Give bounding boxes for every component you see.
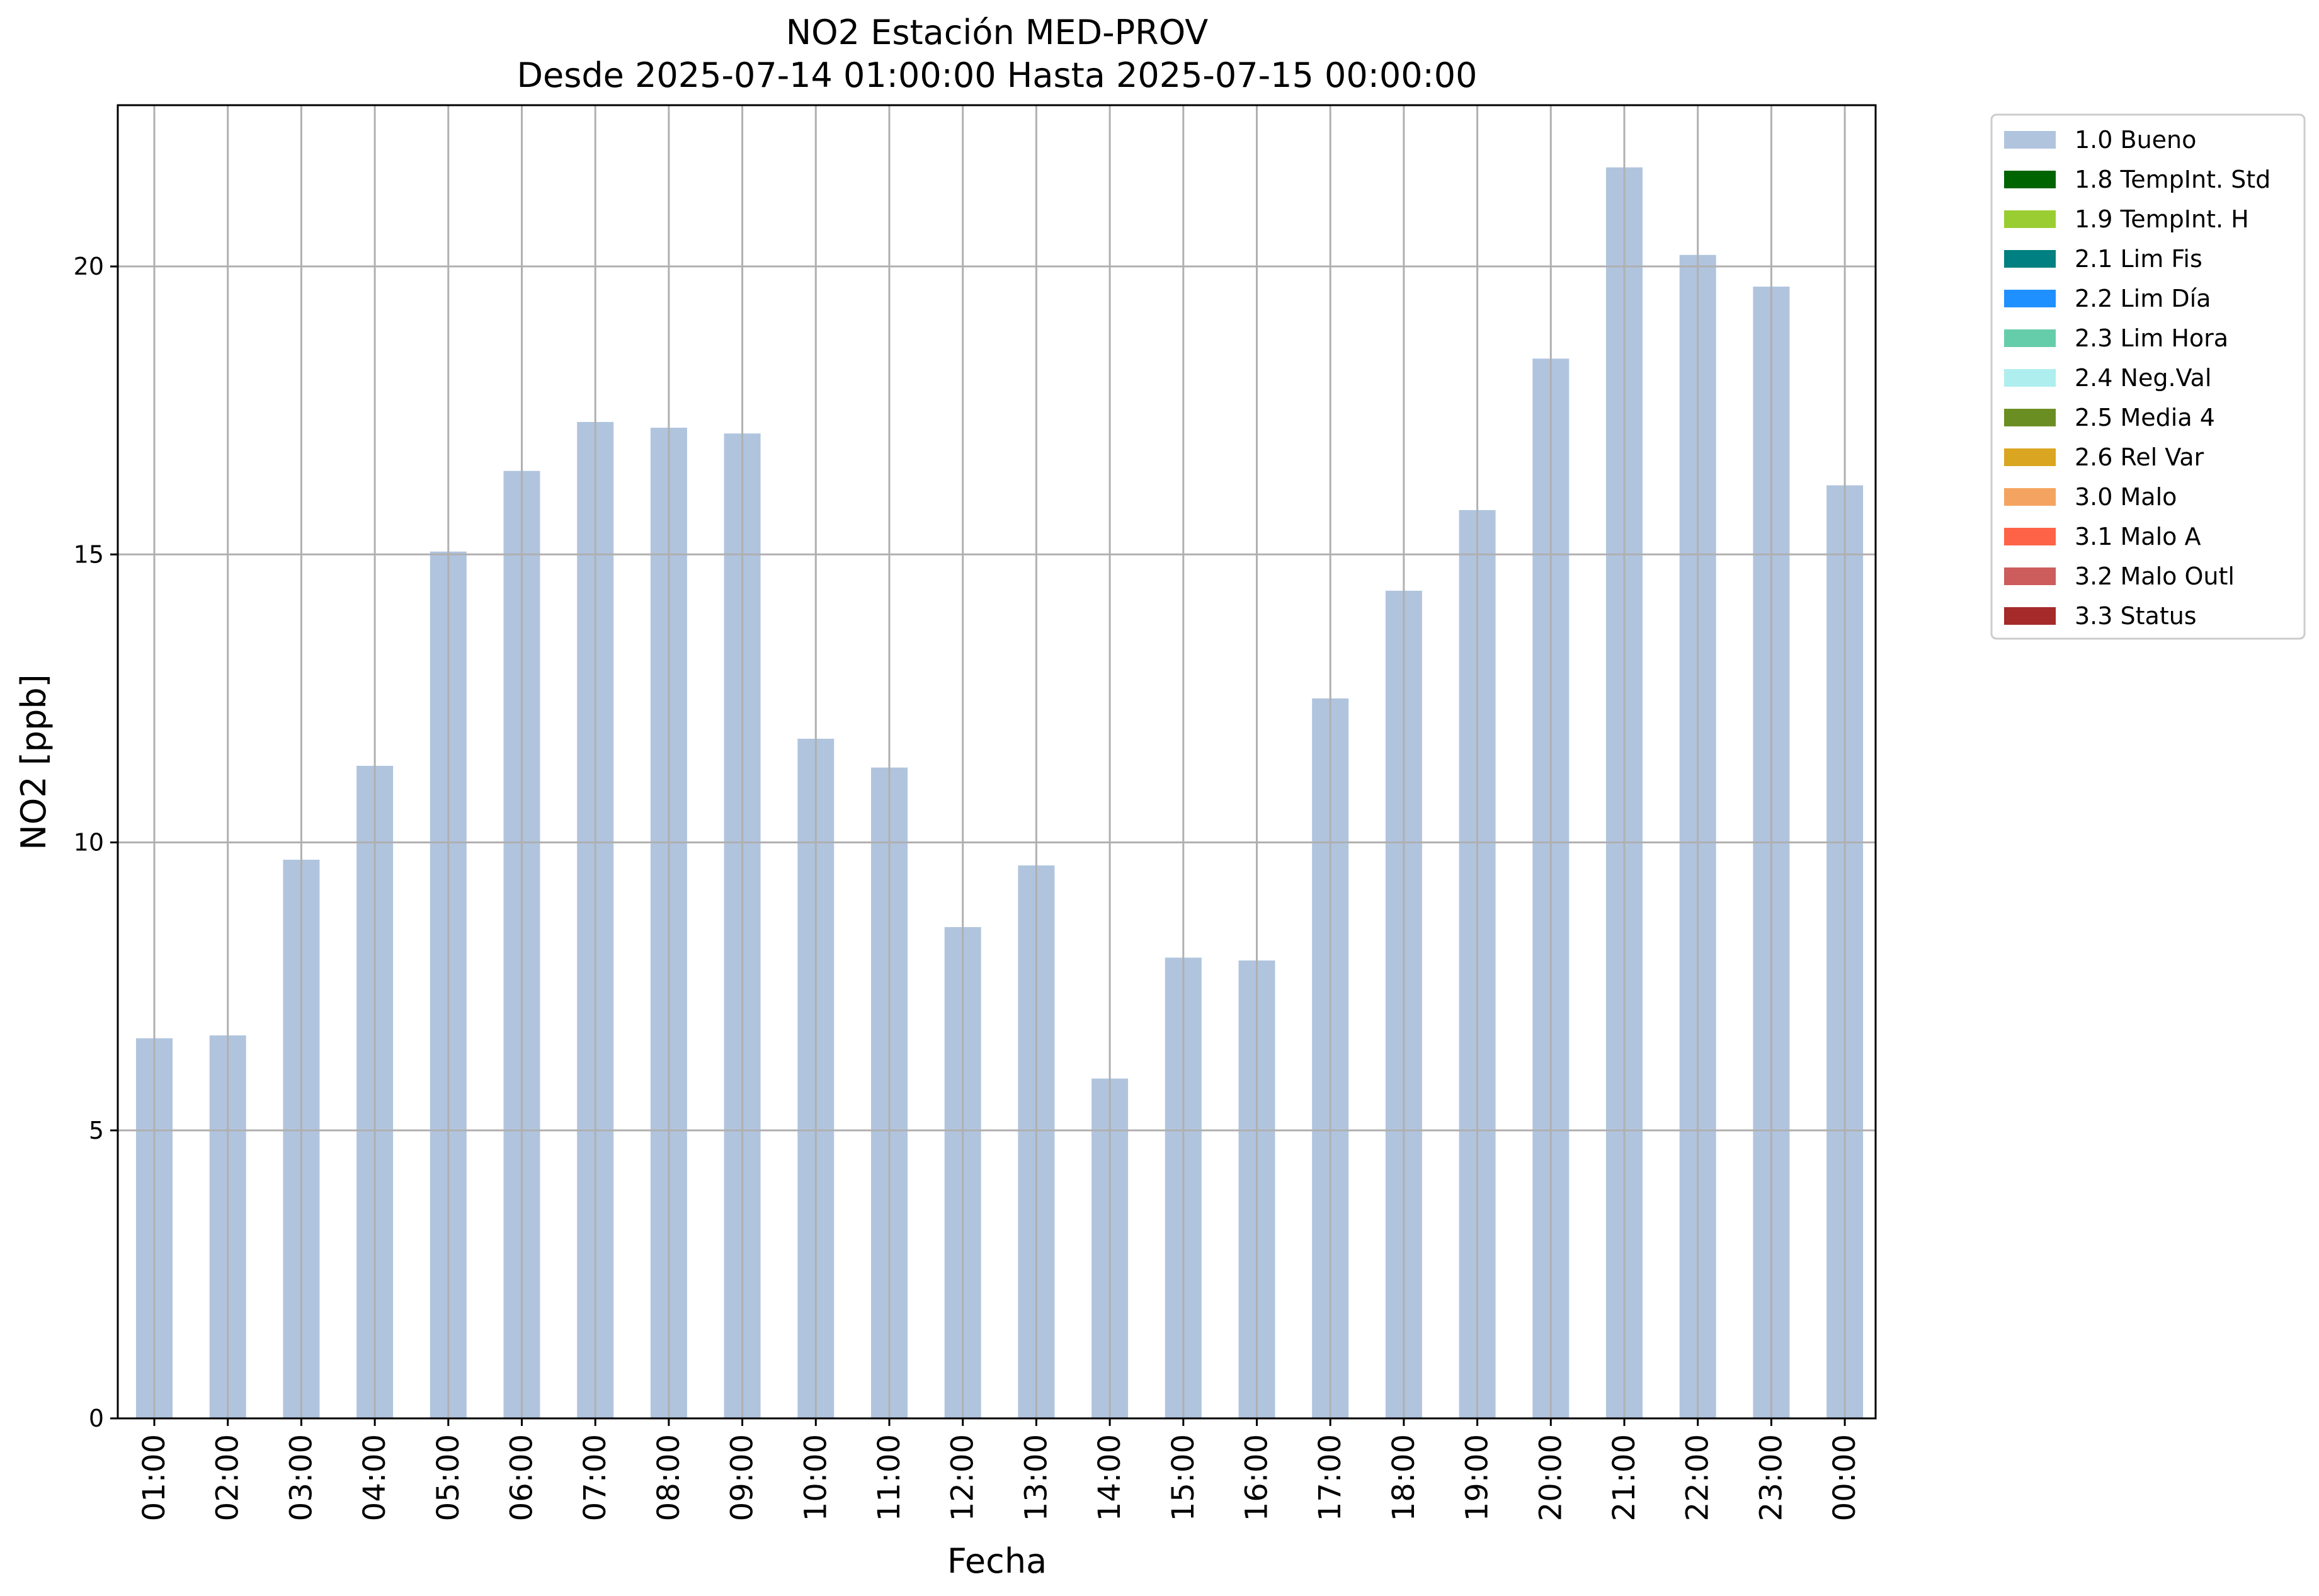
x-tick-label: 11:00 [872, 1434, 907, 1521]
legend-label: 1.8 TempInt. Std [2075, 166, 2271, 193]
x-tick-label: 14:00 [1092, 1434, 1127, 1521]
legend-swatch [2004, 528, 2056, 545]
legend-swatch [2004, 250, 2056, 268]
y-axis: 0 5 10 15 20 [74, 253, 118, 1432]
x-tick-label: 17:00 [1313, 1434, 1348, 1521]
x-axis: 01:00 02:00 03:00 04:00 05:00 06:00 07:00 08:00… [137, 1418, 1862, 1521]
legend-label: 3.2 Malo Outl [2075, 562, 2235, 590]
legend-swatch [2004, 448, 2056, 466]
x-tick-label: 00:00 [1827, 1434, 1862, 1521]
legend: 1.0 Bueno 1.8 TempInt. Std 1.9 TempInt. H 2… [1990, 113, 2306, 640]
x-tick-label: 10:00 [798, 1434, 833, 1521]
legend-label: 3.3 Status [2075, 602, 2197, 630]
legend-swatch [2004, 210, 2056, 228]
x-tick-label: 05:00 [431, 1434, 466, 1521]
x-tick-label: 13:00 [1018, 1434, 1054, 1521]
legend-swatch [2004, 369, 2056, 387]
legend-label: 1.0 Bueno [2075, 126, 2196, 154]
legend-swatch [2004, 567, 2056, 585]
y-tick-label: 10 [74, 829, 104, 857]
gridlines [118, 105, 1876, 1420]
y-tick-label: 20 [74, 253, 104, 280]
x-axis-label: Fecha [947, 1541, 1047, 1581]
legend-label: 2.5 Media 4 [2075, 404, 2215, 431]
x-tick-label: 22:00 [1680, 1434, 1716, 1521]
chart-subtitle: Desde 2025-07-14 01:00:00 Hasta 2025-07-… [516, 55, 1477, 95]
legend-label: 2.2 Lim Día [2075, 285, 2211, 312]
legend-swatch [2004, 290, 2056, 307]
x-tick-label: 12:00 [945, 1434, 981, 1521]
legend-swatch [2004, 409, 2056, 426]
legend-label: 1.9 TempInt. H [2075, 205, 2249, 233]
y-tick-label: 15 [74, 540, 104, 568]
x-tick-label: 04:00 [357, 1434, 392, 1521]
legend-swatch [2004, 329, 2056, 347]
legend-items: 1.0 Bueno 1.8 TempInt. Std 1.9 TempInt. H 2… [2004, 126, 2271, 630]
x-tick-label: 20:00 [1533, 1434, 1568, 1521]
x-tick-label: 19:00 [1460, 1434, 1495, 1521]
legend-swatch [2004, 131, 2056, 149]
legend-label: 3.1 Malo A [2075, 523, 2201, 550]
x-tick-label: 01:00 [137, 1434, 172, 1521]
x-tick-label: 18:00 [1386, 1434, 1422, 1521]
x-tick-label: 06:00 [504, 1434, 540, 1521]
x-tick-label: 08:00 [651, 1434, 687, 1521]
plot-frame [117, 104, 1877, 1420]
x-tick-label: 23:00 [1753, 1434, 1789, 1521]
legend-swatch [2004, 488, 2056, 506]
legend-label: 2.6 Rel Var [2075, 443, 2204, 471]
x-tick-label: 15:00 [1166, 1434, 1201, 1521]
legend-swatch [2004, 171, 2056, 188]
x-tick-label: 21:00 [1607, 1434, 1642, 1521]
legend-label: 2.4 Neg.Val [2075, 364, 2211, 392]
legend-swatch [2004, 607, 2056, 625]
legend-label: 2.1 Lim Fis [2075, 245, 2202, 273]
x-tick-label: 03:00 [283, 1434, 319, 1521]
x-tick-label: 07:00 [578, 1434, 613, 1521]
x-tick-label: 02:00 [210, 1434, 246, 1521]
legend-label: 2.3 Lim Hora [2075, 324, 2228, 352]
y-axis-label: NO2 [ppb] [14, 674, 54, 850]
legend-frame [1990, 113, 2306, 640]
x-tick-label: 16:00 [1239, 1434, 1275, 1521]
x-tick-label: 09:00 [725, 1434, 760, 1521]
legend-label: 3.0 Malo [2075, 483, 2177, 511]
y-tick-label: 5 [89, 1117, 104, 1144]
chart-title: NO2 Estación MED-PROV [786, 13, 1208, 52]
y-tick-label: 0 [89, 1405, 104, 1432]
